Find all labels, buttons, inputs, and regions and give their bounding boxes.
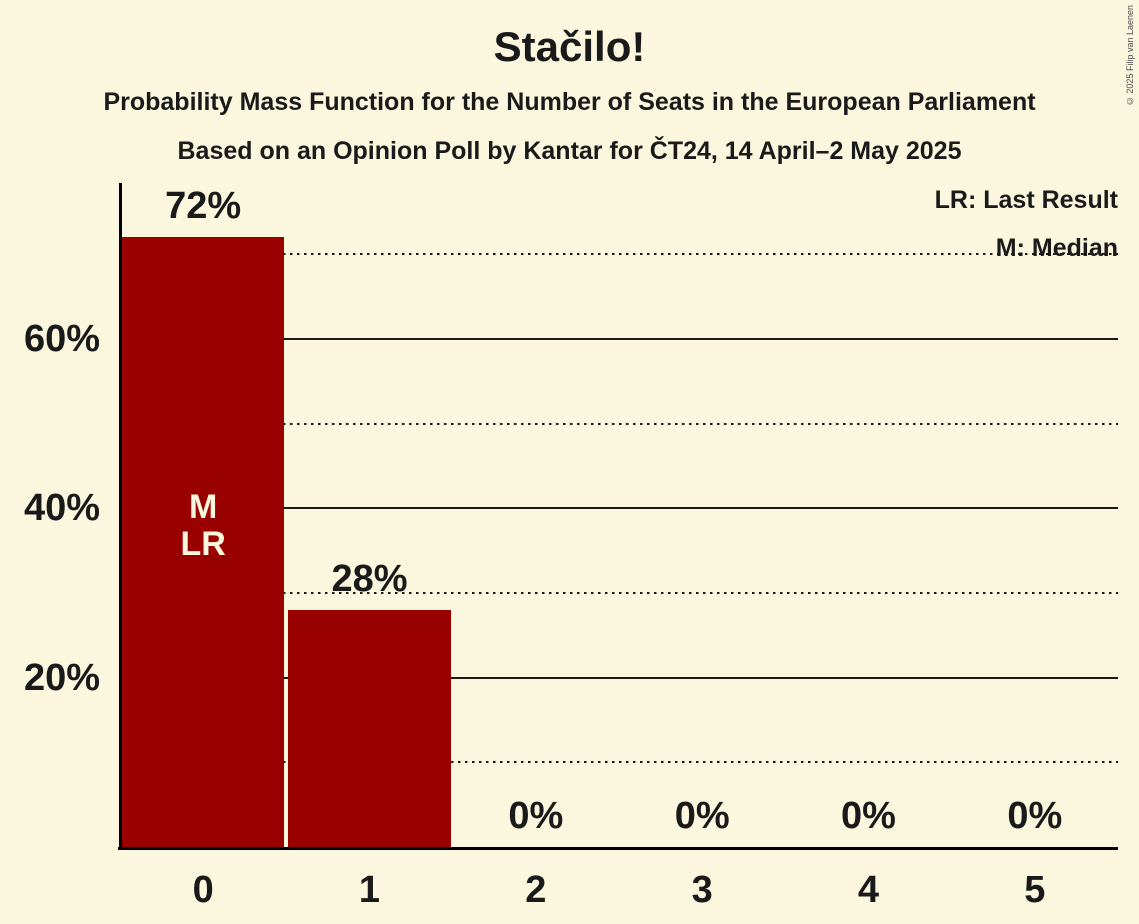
y-axis-label-20pct: 20% bbox=[23, 656, 100, 699]
chart-title: Stačilo! bbox=[493, 23, 646, 70]
bar-annotation-m-lr: M LR bbox=[180, 488, 226, 564]
gridline-solid-60pct bbox=[122, 337, 1118, 340]
x-axis-label-0: 0 bbox=[192, 869, 214, 911]
bar-value-label-seats-1: 28% bbox=[331, 557, 408, 600]
bar-value-label-seats-2: 0% bbox=[508, 795, 564, 837]
bar-value-label-seats-3: 0% bbox=[674, 795, 730, 837]
chart-subtitle: Probability Mass Function for the Number… bbox=[103, 88, 1036, 116]
legend-last-result: LR: Last Result bbox=[934, 186, 1118, 214]
bar-seats-1 bbox=[288, 609, 451, 847]
gridline-dotted-10pct bbox=[122, 761, 1118, 764]
x-axis-label-1: 1 bbox=[358, 869, 381, 911]
x-axis-label-4: 4 bbox=[857, 869, 880, 911]
x-axis-label-2: 2 bbox=[525, 869, 547, 911]
bar-value-label-seats-5: 0% bbox=[1007, 795, 1063, 837]
bar-value-label-seats-4: 0% bbox=[841, 795, 896, 837]
gridline-solid-20pct bbox=[122, 676, 1118, 679]
gridline-dotted-70pct bbox=[122, 253, 1118, 256]
y-axis-label-40pct: 40% bbox=[23, 487, 100, 530]
y-axis-label-60pct: 60% bbox=[23, 317, 100, 360]
x-axis-label-3: 3 bbox=[691, 869, 713, 911]
gridline-dotted-30pct bbox=[122, 591, 1118, 594]
bar-value-label-seats-0: 72% bbox=[165, 185, 242, 228]
chart-source-note: Based on an Opinion Poll by Kantar for Č… bbox=[177, 137, 962, 165]
y-axis-line bbox=[119, 183, 122, 850]
bar-seats-0 bbox=[121, 237, 285, 847]
gridline-solid-40pct bbox=[122, 507, 1118, 510]
gridline-dotted-50pct bbox=[122, 422, 1118, 425]
copyright-notice: © 2025 Filip van Laenen bbox=[1125, 5, 1135, 107]
x-axis-line bbox=[118, 847, 1118, 850]
legend-median: M: Median bbox=[995, 234, 1118, 262]
x-axis-label-5: 5 bbox=[1024, 869, 1046, 911]
